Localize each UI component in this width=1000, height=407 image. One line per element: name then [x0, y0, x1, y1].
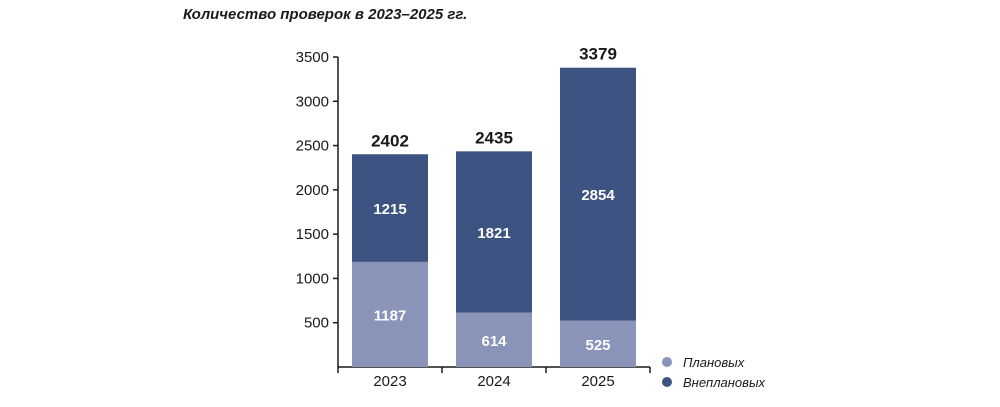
y-tick-label: 1000	[296, 270, 329, 287]
segment-value-label: 525	[585, 337, 610, 354]
segment-value-label: 1821	[477, 225, 510, 242]
x-tick-label: 2023	[373, 373, 406, 390]
bars	[352, 67, 636, 367]
y-tick-label: 3000	[296, 93, 329, 110]
x-tick-label: 2025	[581, 373, 614, 390]
bar-unplanned-2024	[456, 151, 532, 313]
y-tick-label: 2000	[296, 182, 329, 199]
bar-total-label: 2435	[475, 128, 513, 147]
y-tick-label: 3500	[296, 49, 329, 66]
bar-total-label: 3379	[579, 45, 617, 64]
segment-value-label: 614	[481, 333, 507, 350]
y-axis: 500 1000 1500 2000 2500 3000 3500	[296, 49, 339, 367]
bar-planned-2025	[560, 320, 636, 367]
x-tick-label: 2024	[477, 373, 510, 390]
y-tick-label: 500	[304, 315, 329, 332]
legend: Плановых Внеплановых	[662, 355, 766, 390]
legend-marker	[662, 357, 672, 367]
y-tick-label: 1500	[296, 226, 329, 243]
legend-label: Внеплановых	[683, 375, 766, 390]
legend-marker	[662, 377, 672, 387]
segment-value-label: 1215	[373, 201, 406, 218]
y-tick-label: 2500	[296, 138, 329, 155]
bar-labels: 1187 1215 2402 614 1821 2435 525 2854 3379	[371, 45, 617, 354]
chart-title: Количество проверок в 2023–2025 гг.	[183, 6, 468, 23]
x-axis: 2023 2024 2025	[337, 366, 651, 390]
legend-label: Плановых	[683, 355, 745, 370]
bar-total-label: 2402	[371, 131, 409, 150]
segment-value-label: 1187	[374, 307, 407, 324]
bar-planned-2023	[352, 261, 428, 367]
bar-planned-2024	[456, 312, 532, 367]
segment-value-label: 2854	[581, 187, 615, 204]
bar-unplanned-2023	[352, 154, 428, 262]
bar-unplanned-2025	[560, 67, 636, 321]
